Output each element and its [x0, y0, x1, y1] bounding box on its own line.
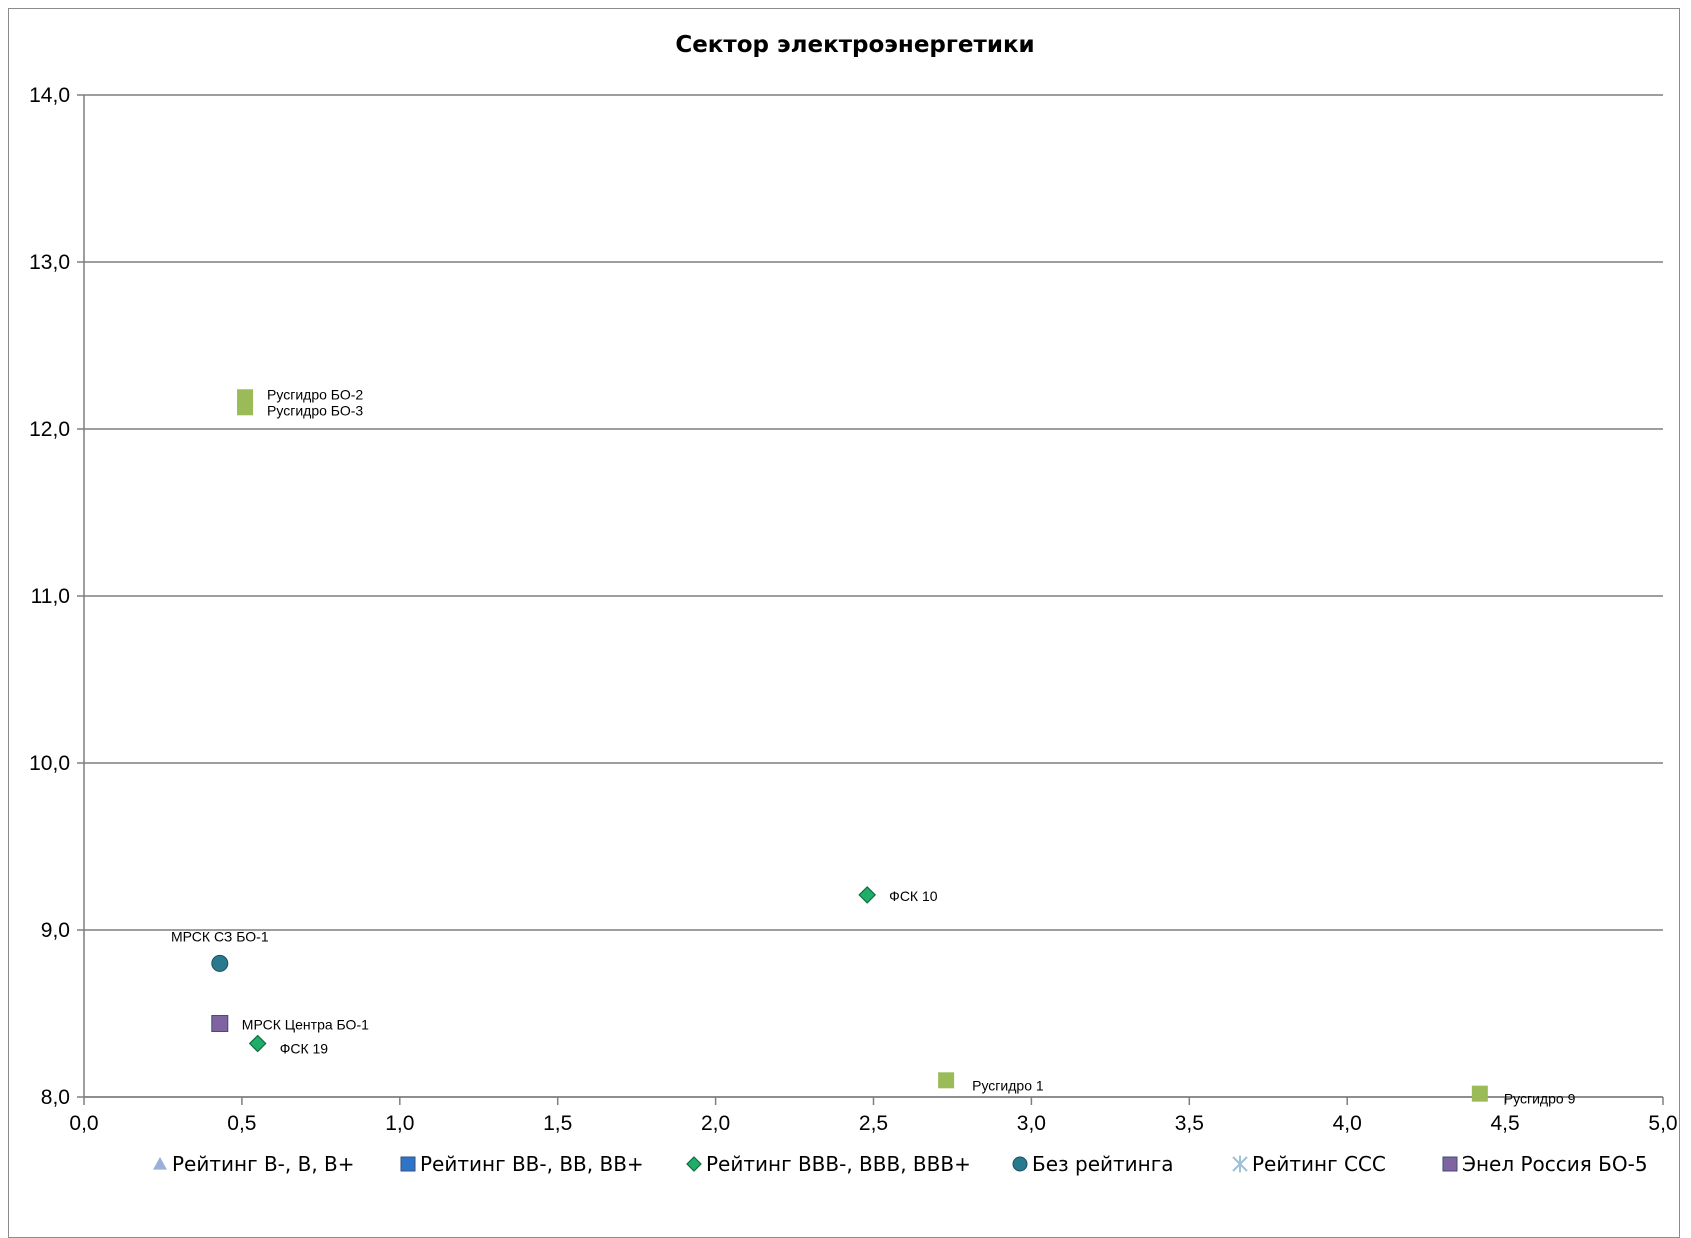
x-tick-labels: 0,0 0,5 1,0 1,5 2,0 2,5 3,0 3,5 4,0 4,5 5,0 — [69, 1112, 1677, 1135]
point-marker — [211, 954, 229, 972]
x-tick-label: 3,0 — [1017, 1112, 1046, 1135]
y-tick-label: 9,0 — [41, 919, 70, 942]
point-label: Русгидро 9 — [1504, 1091, 1576, 1107]
chart-frame — [8, 8, 1680, 1238]
x-tick-label: 2,0 — [701, 1112, 730, 1135]
point-label: ФСК 19 — [280, 1041, 329, 1057]
x-tick-label: 3,5 — [1175, 1112, 1204, 1135]
gridlines — [84, 94, 1663, 1098]
legend-label: Без рейтинга — [1032, 1152, 1174, 1176]
y-tick-label: 8,0 — [41, 1086, 70, 1109]
point-marker — [858, 886, 877, 904]
point-label: Русгидро БО-2 — [267, 386, 363, 402]
y-tick-label: 14,0 — [29, 84, 70, 107]
y-tick-labels: 8,0 9,0 10,0 11,0 12,0 13,0 14,0 — [29, 84, 70, 1109]
legend-label: Рейтинг BB-, BB, BB+ — [420, 1152, 644, 1176]
legend-label: Рейтинг CCC — [1252, 1152, 1386, 1176]
point-label: Русгидро 1 — [972, 1077, 1044, 1093]
legend-label: Рейтинг B-, B, B+ — [172, 1152, 355, 1176]
legend-marker — [153, 1157, 167, 1170]
legend-marker — [686, 1156, 702, 1172]
y-tick-label: 12,0 — [29, 418, 70, 441]
x-tick-label: 4,5 — [1490, 1112, 1519, 1135]
x-tick-label: 2,5 — [859, 1112, 888, 1135]
data-points — [211, 389, 1488, 1102]
legend-marker — [1442, 1156, 1458, 1172]
point-label: МРСК Центра БО-1 — [242, 1017, 369, 1033]
legend-marker — [1012, 1156, 1028, 1172]
legend: Рейтинг B-, B, B+ Рейтинг BB-, BB, BB+ Рей… — [153, 1152, 1648, 1176]
y-tick-label: 10,0 — [29, 752, 70, 775]
legend-label: Рейтинг BBB-, BBB, BBB+ — [706, 1152, 971, 1176]
point-label: ФСК 10 — [889, 888, 938, 904]
legend-marker — [1232, 1155, 1248, 1173]
y-tick-label: 11,0 — [31, 585, 70, 608]
point-label: МРСК СЗ БО-1 — [171, 928, 269, 944]
legend-marker — [400, 1156, 416, 1172]
x-tick-label: 0,0 — [69, 1112, 98, 1135]
point-label: Русгидро БО-3 — [267, 402, 363, 418]
y-tick-label: 13,0 — [29, 251, 70, 274]
point-square-marker — [938, 1072, 955, 1089]
chart-title: Сектор электроэнергетики — [675, 32, 1034, 58]
point-marker — [211, 1015, 229, 1033]
point-marker — [248, 1034, 267, 1053]
point-square-marker — [1471, 1085, 1488, 1102]
x-tick-label: 1,0 — [385, 1112, 414, 1135]
x-tick-label: 0,5 — [227, 1112, 256, 1135]
point-square-marker — [237, 399, 254, 416]
x-tick-label: 5,0 — [1648, 1112, 1677, 1135]
legend-label: Энел Россия БО-5 — [1462, 1152, 1648, 1176]
x-tick-label: 1,5 — [543, 1112, 572, 1135]
axes — [77, 94, 1664, 1105]
x-tick-label: 4,0 — [1333, 1112, 1362, 1135]
